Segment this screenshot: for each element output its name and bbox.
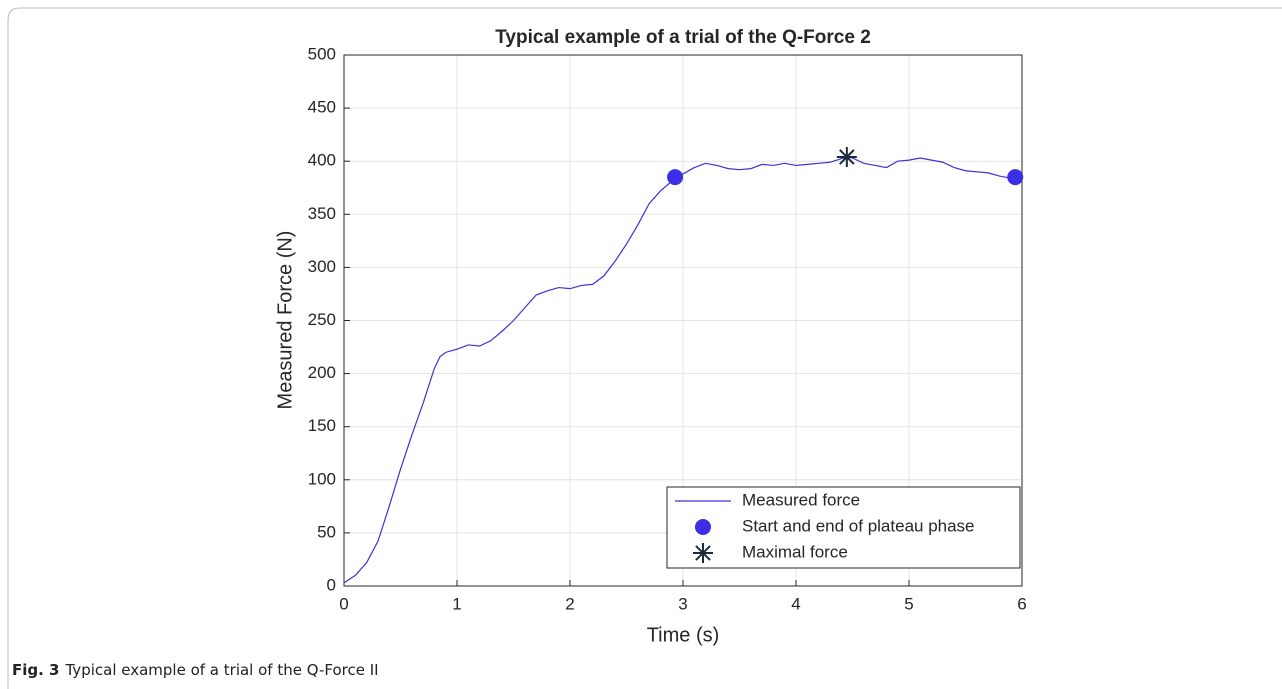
caption: Fig. 3 Typical example of a trial of the … <box>12 661 379 679</box>
y-tick-label: 350 <box>308 204 336 223</box>
x-tick-label: 3 <box>678 594 687 613</box>
legend-swatch <box>695 519 711 535</box>
x-axis-label: Time (s) <box>647 624 720 646</box>
y-tick-label: 450 <box>308 98 336 117</box>
circle-marker <box>667 169 684 186</box>
star-marker <box>693 543 713 563</box>
x-tick-label: 0 <box>339 594 348 613</box>
y-tick-label: 250 <box>308 310 336 329</box>
x-tick-label: 5 <box>904 594 913 613</box>
caption-text: Typical example of a trial of the Q-Forc… <box>64 661 378 679</box>
y-tick-label: 500 <box>308 44 336 63</box>
axes-box <box>343 54 1023 587</box>
y-tick-label: 300 <box>308 257 336 276</box>
star-marker <box>836 146 857 167</box>
legend-label: Maximal force <box>742 542 848 561</box>
x-tick-label: 2 <box>565 594 574 613</box>
y-tick-label: 100 <box>308 469 336 488</box>
x-tick-label: 1 <box>452 594 461 613</box>
x-tick-label: 6 <box>1017 594 1026 613</box>
circle-marker <box>1007 169 1024 186</box>
figure-frame <box>7 7 1282 689</box>
y-tick-label: 150 <box>308 416 336 435</box>
legend-label: Measured force <box>742 490 860 509</box>
legend: Measured force Start and end of plateau p… <box>666 486 1021 569</box>
y-tick-label: 0 <box>327 575 336 594</box>
y-tick-label: 50 <box>317 522 336 541</box>
y-tick-label: 400 <box>308 151 336 170</box>
caption-label: Fig. 3 <box>12 661 59 679</box>
y-axis-label: Measured Force (N) <box>274 231 296 410</box>
x-tick-label: 4 <box>791 594 800 613</box>
chart-title: Typical example of a trial of the Q-Forc… <box>495 27 871 48</box>
y-tick-label: 200 <box>308 363 336 382</box>
plot: 0 1 2 3 4 5 6 0 50 100 150 200 250 300 350 400 450 500 Mea… <box>308 44 1027 613</box>
legend-label: Start and end of plateau phase <box>742 516 975 535</box>
